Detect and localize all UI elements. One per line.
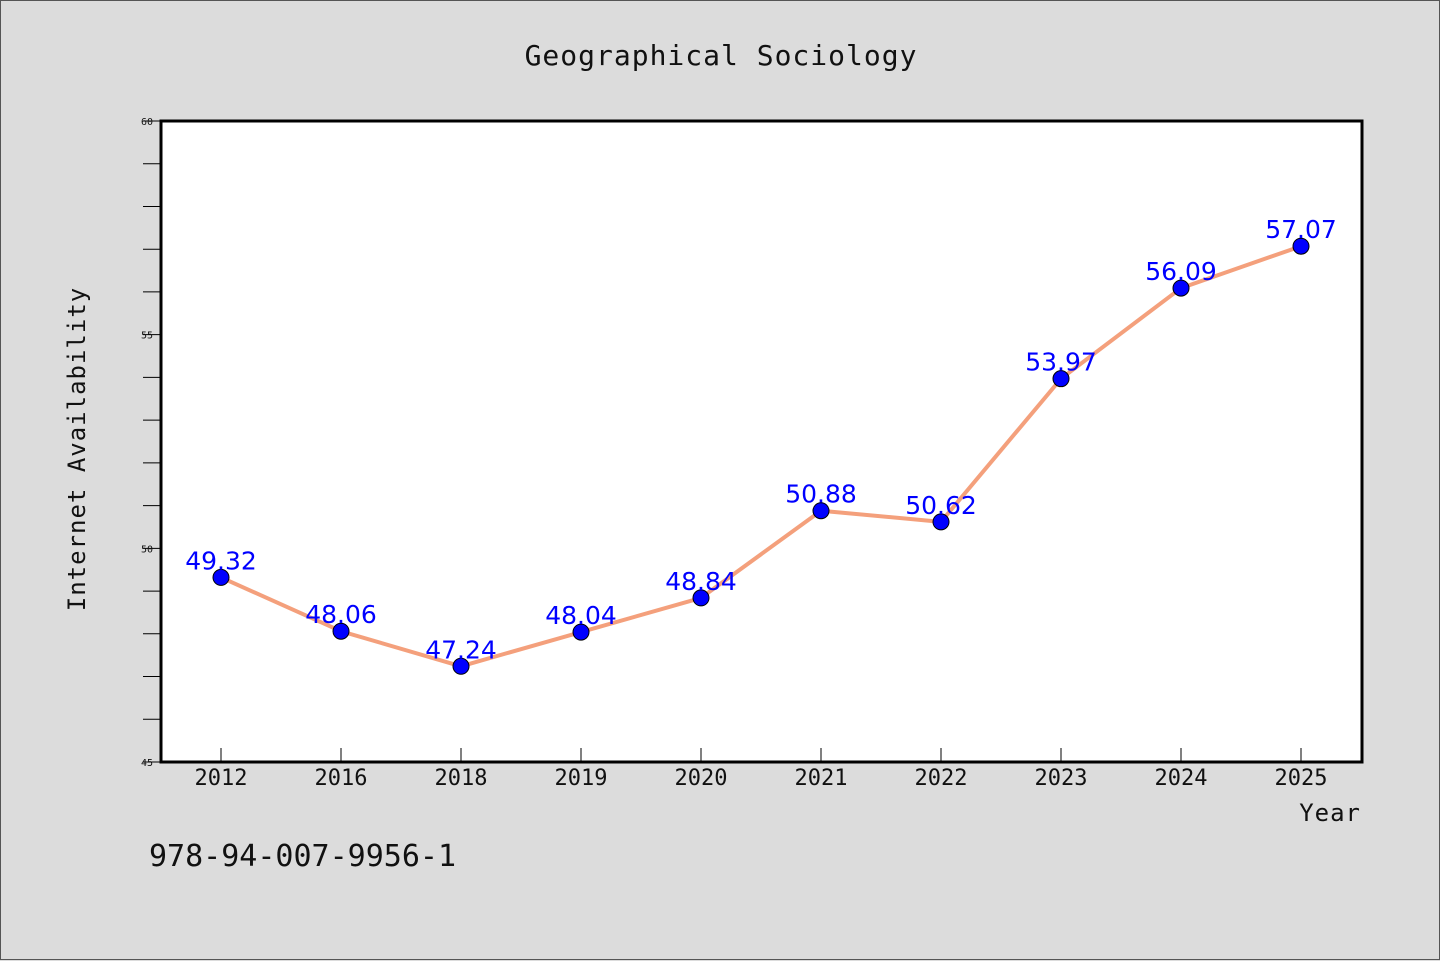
x-tick-label: 2020: [675, 766, 728, 791]
x-tick-label: 2019: [555, 766, 608, 791]
x-tick-label: 2025: [1275, 766, 1328, 791]
x-tick-label: 2016: [315, 766, 368, 791]
data-point: [452, 657, 470, 675]
series-line: [219, 244, 1303, 669]
y-tick-label: 60: [141, 117, 153, 128]
y-tick-label: 45: [141, 758, 153, 769]
data-label: 50.88: [785, 480, 857, 509]
data-point: [692, 589, 710, 607]
y-tick-label: 50: [141, 544, 153, 555]
data-label: 47.24: [425, 635, 497, 664]
data-label: 49.32: [185, 546, 257, 575]
x-tick-label: 2018: [435, 766, 488, 791]
x-axis: 2012 2016 2018 2019 2020 2021 2022 2023 2024 2025: [195, 748, 1328, 791]
data-label: 57.07: [1265, 215, 1337, 244]
data-point: [332, 622, 350, 640]
data-point: [812, 502, 830, 520]
data-point: [212, 568, 230, 586]
footer-code: 978-94-007-9956-1: [149, 839, 456, 874]
x-tick-label: 2021: [795, 766, 848, 791]
data-point: [1052, 370, 1070, 388]
series-layer: 49.32 48.06 47.24 48.04 48.84 50.88 50.62 53.97…: [185, 215, 1337, 675]
data-point: [1172, 279, 1190, 297]
x-tick-label: 2012: [195, 766, 248, 791]
data-label: 48.04: [545, 601, 617, 630]
data-label: 48.84: [665, 567, 737, 596]
x-tick-label: 2024: [1155, 766, 1208, 791]
x-tick-label: 2022: [915, 766, 968, 791]
x-axis-title: Year: [1299, 799, 1361, 827]
data-label: 48.06: [305, 600, 377, 629]
data-point: [932, 513, 950, 531]
y-tick-label: 55: [141, 331, 153, 342]
data-label: 53.97: [1025, 348, 1097, 377]
y-axis: 45 50 55 60: [141, 117, 161, 769]
chart-title: Geographical Sociology: [525, 39, 918, 72]
data-label: 50.62: [905, 491, 977, 520]
plot-area: [159, 119, 1364, 764]
data-label: 56.09: [1145, 257, 1217, 286]
x-tick-label: 2023: [1035, 766, 1088, 791]
data-point: [572, 623, 590, 641]
y-axis-title: Internet Availability: [63, 287, 91, 611]
data-point: [1292, 237, 1310, 255]
